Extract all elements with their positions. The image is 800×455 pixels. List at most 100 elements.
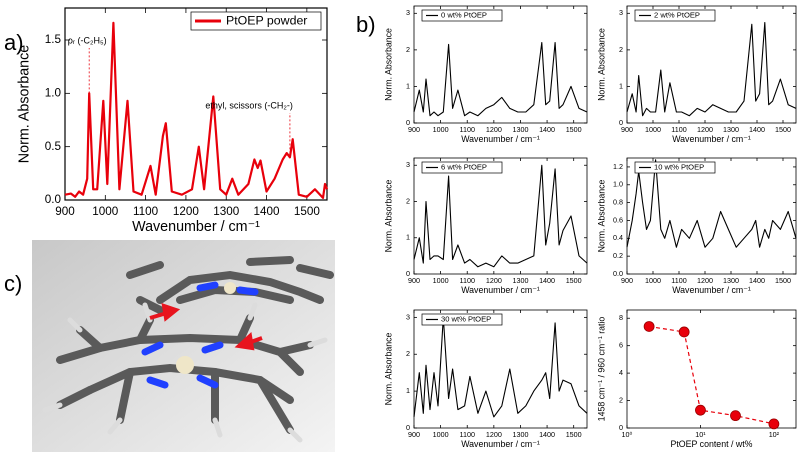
x-tick-label: 1500 bbox=[566, 430, 582, 439]
plot-frame bbox=[413, 5, 588, 124]
y-tick-label: 0 bbox=[619, 423, 623, 432]
x-tick-label: 1400 bbox=[539, 125, 555, 134]
legend-box bbox=[421, 313, 503, 326]
x-tick-label: 1500 bbox=[566, 125, 582, 134]
spectrum-line bbox=[413, 316, 588, 418]
legend-label: PtOEP powder bbox=[226, 13, 307, 27]
x-tick-label: 1200 bbox=[697, 125, 713, 134]
spectrum-line bbox=[626, 159, 797, 248]
x-tick-label: 900 bbox=[408, 125, 420, 134]
data-point bbox=[678, 326, 690, 338]
y-tick-label: 1 bbox=[406, 81, 410, 90]
x-axis-label: Wavenumber / cm⁻¹ bbox=[132, 219, 260, 235]
x-tick-label: 1000 bbox=[433, 276, 449, 285]
x-tick-label: 900 bbox=[408, 430, 420, 439]
x-tick-label: 1200 bbox=[486, 125, 502, 134]
x-tick-label: 1500 bbox=[566, 276, 582, 285]
y-axis-label: Norm. Absorbance bbox=[597, 28, 607, 101]
x-tick-label: 900 bbox=[55, 205, 75, 218]
y-tick-label: 0.6 bbox=[613, 215, 623, 224]
legend-box bbox=[421, 9, 503, 22]
data-point bbox=[695, 404, 706, 416]
legend-box bbox=[634, 161, 716, 174]
legend-label: 2 wt% PtOEP bbox=[654, 11, 700, 20]
plot-frame bbox=[413, 309, 588, 429]
legend-box bbox=[190, 11, 322, 31]
y-axis-label: 1458 cm⁻¹ / 960 cm⁻¹ ratio bbox=[597, 317, 607, 422]
x-tick-label: 10² bbox=[769, 430, 780, 439]
x-tick-label: 10¹ bbox=[695, 430, 706, 439]
y-axis-label: Norm. Absorbance bbox=[384, 179, 394, 252]
x-tick-label: 1300 bbox=[213, 205, 240, 218]
x-tick-label: 1000 bbox=[433, 125, 449, 134]
y-tick-label: 1.5 bbox=[45, 33, 62, 46]
annotation: ethyl, scissors (-CH₂-) bbox=[205, 100, 293, 110]
y-axis-label: Norm. Absorbance bbox=[384, 332, 394, 405]
x-axis-label: Wavenumber / cm⁻¹ bbox=[672, 285, 751, 295]
spectrum-line bbox=[413, 42, 588, 117]
y-tick-label: 0 bbox=[406, 269, 410, 278]
spectrum-line bbox=[413, 164, 588, 268]
y-axis-label: Norm. Absorbance bbox=[16, 45, 32, 163]
molecule-render bbox=[32, 240, 335, 452]
x-tick-label: 1400 bbox=[749, 276, 765, 285]
x-axis-label: Wavenumber / cm⁻¹ bbox=[461, 285, 540, 295]
panel-label: b) bbox=[356, 12, 376, 37]
x-axis-label: PtOEP content / wt% bbox=[671, 439, 753, 449]
data-point bbox=[730, 410, 741, 422]
x-tick-label: 900 bbox=[408, 276, 420, 285]
x-tick-label: 1400 bbox=[749, 125, 765, 134]
legend-label: 10 wt% PtOEP bbox=[654, 163, 704, 172]
panel-label: c) bbox=[4, 271, 22, 296]
x-tick-label: 1100 bbox=[671, 276, 686, 285]
y-axis-label: Norm. Absorbance bbox=[597, 179, 607, 252]
x-tick-label: 900 bbox=[621, 276, 633, 285]
x-tick-label: 1300 bbox=[723, 276, 739, 285]
x-tick-label: 1000 bbox=[92, 205, 119, 218]
y-tick-label: 2 bbox=[406, 349, 410, 358]
x-tick-label: 1400 bbox=[254, 205, 281, 218]
x-axis-label: Wavenumber / cm⁻¹ bbox=[461, 439, 540, 449]
x-tick-label: 1500 bbox=[294, 205, 321, 218]
panel-label: a) bbox=[4, 30, 24, 55]
x-tick-label: 1300 bbox=[723, 125, 739, 134]
y-tick-label: 0.8 bbox=[613, 198, 623, 207]
x-tick-label: 1100 bbox=[133, 205, 159, 218]
x-tick-label: 1100 bbox=[459, 125, 474, 134]
y-tick-label: 0 bbox=[406, 118, 410, 127]
x-tick-label: 1200 bbox=[486, 430, 502, 439]
plot-frame bbox=[626, 5, 797, 124]
y-tick-label: 1.0 bbox=[45, 86, 62, 99]
x-tick-label: 1000 bbox=[645, 276, 661, 285]
x-tick-label: 1000 bbox=[645, 125, 661, 134]
y-tick-label: 3 bbox=[406, 312, 410, 321]
x-tick-label: 1300 bbox=[512, 276, 528, 285]
x-tick-label: 900 bbox=[621, 125, 633, 134]
legend-label: 6 wt% PtOEP bbox=[441, 163, 487, 172]
x-tick-label: 1200 bbox=[173, 205, 200, 218]
y-tick-label: 3 bbox=[406, 160, 410, 169]
legend-label: 0 wt% PtOEP bbox=[441, 11, 487, 20]
x-tick-label: 1100 bbox=[459, 276, 474, 285]
y-tick-label: 2 bbox=[406, 196, 410, 205]
trend-line bbox=[649, 325, 775, 425]
plot-frame bbox=[626, 157, 797, 275]
y-tick-label: 0 bbox=[619, 118, 623, 127]
legend-box bbox=[421, 161, 503, 174]
y-tick-label: 1.0 bbox=[613, 180, 623, 189]
x-axis-label: Wavenumber / cm⁻¹ bbox=[672, 134, 751, 144]
x-tick-label: 1200 bbox=[486, 276, 502, 285]
y-tick-label: 6 bbox=[619, 341, 623, 350]
x-tick-label: 1400 bbox=[539, 276, 555, 285]
x-tick-label: 1100 bbox=[671, 125, 686, 134]
y-tick-label: 0 bbox=[406, 423, 410, 432]
y-tick-label: 4 bbox=[619, 368, 623, 377]
y-tick-label: 1 bbox=[619, 81, 623, 90]
y-tick-label: 1 bbox=[406, 233, 410, 242]
y-tick-label: 2 bbox=[619, 45, 623, 54]
y-tick-label: 0.2 bbox=[613, 251, 623, 260]
y-tick-label: 0.0 bbox=[45, 193, 62, 206]
plot-frame bbox=[64, 7, 328, 201]
x-tick-label: 1300 bbox=[512, 430, 528, 439]
